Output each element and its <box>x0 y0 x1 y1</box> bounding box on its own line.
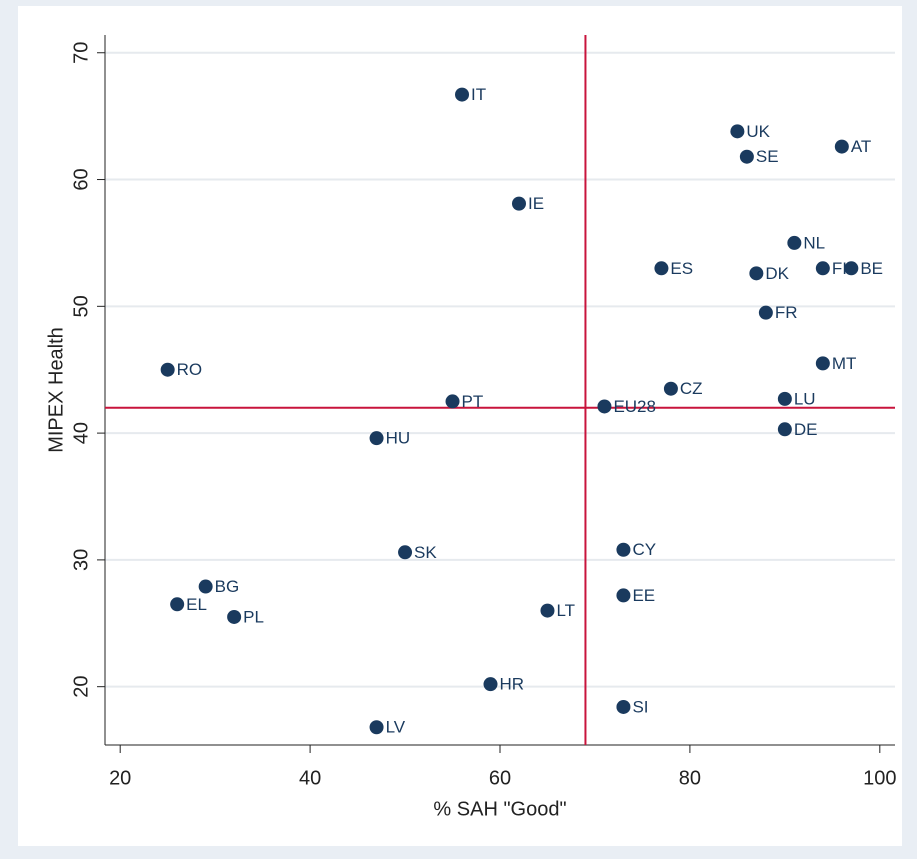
point <box>844 261 859 276</box>
y-tick-label: 20 <box>70 676 92 698</box>
y-tick-label: 60 <box>70 168 92 190</box>
point <box>369 431 384 446</box>
point-label: EL <box>186 595 207 614</box>
point <box>787 235 802 250</box>
point-label: SE <box>756 147 779 166</box>
point-label: DK <box>765 264 789 283</box>
point <box>815 261 830 276</box>
point <box>445 394 460 409</box>
point <box>369 720 384 735</box>
point-label: FI <box>832 259 847 278</box>
point-label: ES <box>670 259 693 278</box>
point <box>815 356 830 371</box>
point <box>160 362 175 377</box>
x-tick-label: 80 <box>679 767 701 789</box>
point-label: SK <box>414 543 437 562</box>
point-label: HR <box>500 675 525 694</box>
point-label: NL <box>803 233 825 252</box>
x-tick-label: 100 <box>863 767 896 789</box>
point <box>511 196 526 211</box>
point-label: UK <box>746 122 770 141</box>
point <box>758 305 773 320</box>
point-label: SI <box>632 697 648 716</box>
point-label: EE <box>632 586 655 605</box>
point-label: CZ <box>680 379 703 398</box>
point <box>616 542 631 557</box>
point-label: CY <box>632 540 656 559</box>
point <box>227 609 242 624</box>
point-label: AT <box>851 137 871 156</box>
point <box>777 422 792 437</box>
point <box>540 603 555 618</box>
point-label: IT <box>471 85 486 104</box>
point <box>483 677 498 692</box>
chart-background <box>18 6 902 846</box>
x-tick-label: 20 <box>109 767 131 789</box>
point <box>749 266 764 281</box>
y-axis-label: MIPEX Health <box>45 327 67 453</box>
point <box>455 87 470 102</box>
y-tick-label: 50 <box>70 295 92 317</box>
point-label: MT <box>832 354 857 373</box>
y-tick-label: 40 <box>70 422 92 444</box>
point <box>777 391 792 406</box>
point-label: FR <box>775 303 798 322</box>
y-tick-label: 30 <box>70 549 92 571</box>
point-label: LU <box>794 389 816 408</box>
point <box>616 588 631 603</box>
point-label: BE <box>860 259 883 278</box>
point-label: BG <box>215 577 240 596</box>
x-tick-label: 40 <box>299 767 321 789</box>
point-label: LT <box>556 601 575 620</box>
point <box>198 579 213 594</box>
point-label: RO <box>177 360 203 379</box>
point-label: IE <box>528 194 544 213</box>
point <box>663 381 678 396</box>
y-tick-label: 70 <box>70 42 92 64</box>
point <box>730 124 745 139</box>
point <box>654 261 669 276</box>
point-label: LV <box>386 718 406 737</box>
point <box>398 545 413 560</box>
x-tick-label: 60 <box>489 767 511 789</box>
point <box>616 699 631 714</box>
point <box>739 149 754 164</box>
point <box>597 399 612 414</box>
point-label: PL <box>243 607 264 626</box>
x-axis-label: % SAH "Good" <box>433 798 566 820</box>
point <box>834 139 849 154</box>
point-label: HU <box>386 429 411 448</box>
point-label: PT <box>462 392 484 411</box>
point-label: DE <box>794 420 818 439</box>
point-label: EU28 <box>613 397 656 416</box>
point <box>170 597 185 612</box>
